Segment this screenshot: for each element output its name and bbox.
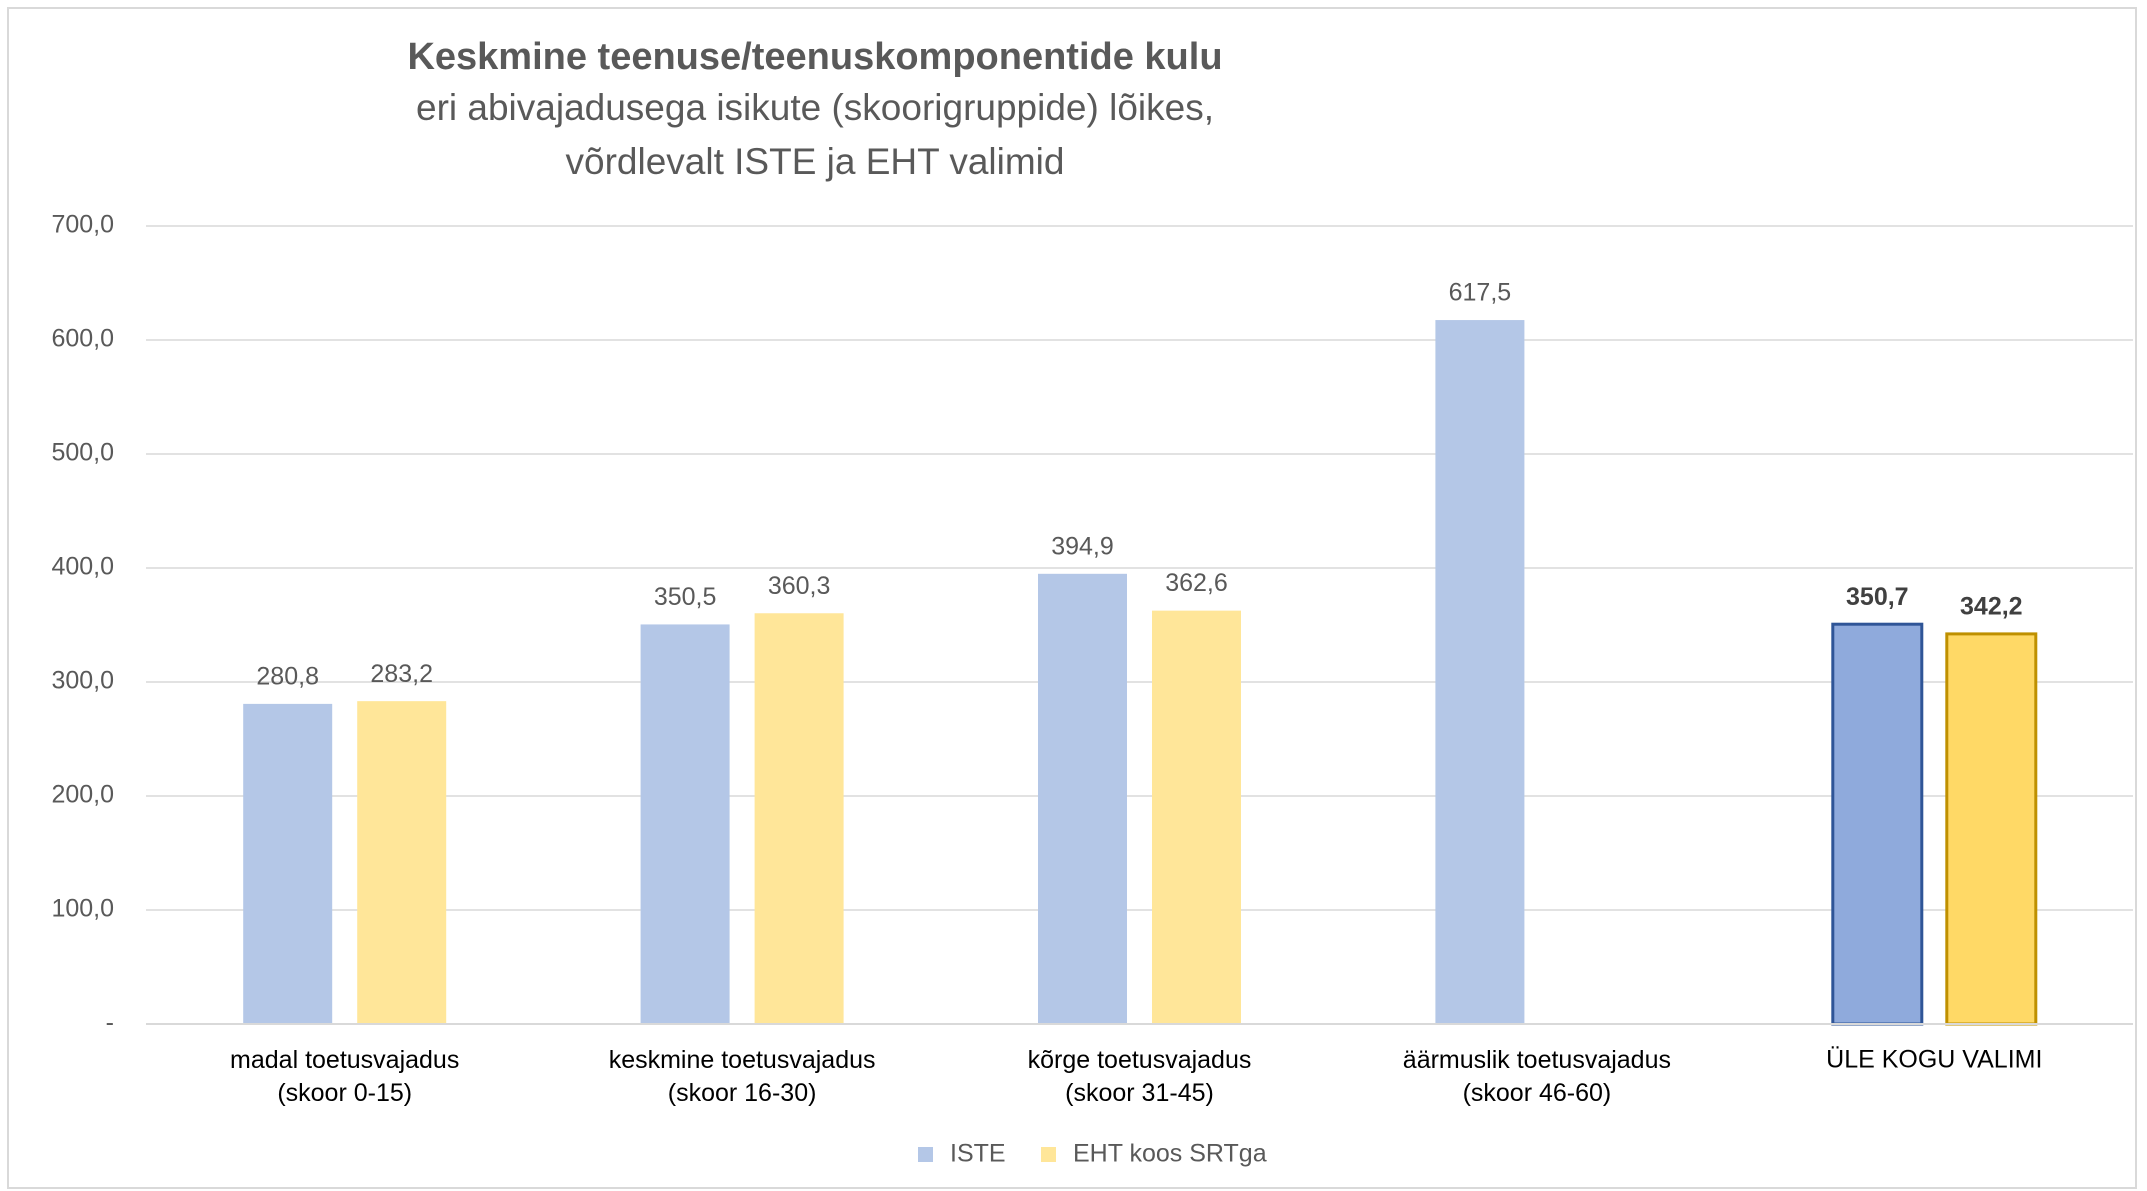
bar <box>1152 610 1241 1024</box>
bar <box>243 703 333 1024</box>
y-tick-label: 600,0 <box>51 325 114 353</box>
y-tick-label: 400,0 <box>51 553 114 581</box>
legend-label: ISTE <box>950 1140 1006 1168</box>
y-tick-label: 100,0 <box>51 895 114 923</box>
value-label: 617,5 <box>1449 279 1512 307</box>
legend-swatch <box>1041 1147 1056 1162</box>
bar <box>1435 320 1525 1024</box>
x-tick-label: kõrge toetusvajadus (skoor 31-45) <box>1028 1046 1252 1107</box>
y-tick-label: 500,0 <box>51 439 114 467</box>
x-tick-label: ÜLE KOGU VALIMI <box>1826 1046 2042 1074</box>
value-label: 280,8 <box>256 662 319 690</box>
bar <box>357 701 447 1024</box>
bar <box>1945 632 2038 1026</box>
bar <box>1038 573 1127 1024</box>
value-label: 360,3 <box>768 572 831 600</box>
y-tick-label: - <box>106 1009 114 1037</box>
bar <box>1831 622 1924 1026</box>
x-tick-label: äärmuslik toetusvajadus (skoor 46-60) <box>1403 1046 1671 1107</box>
x-tick-label: keskmine toetusvajadus (skoor 16-30) <box>609 1046 876 1107</box>
value-label: 283,2 <box>370 660 433 688</box>
chart-subtitle: eri abivajadusega isikute (skoorigruppid… <box>416 87 1214 182</box>
y-tick-label: 300,0 <box>51 667 114 695</box>
legend-swatch <box>918 1147 933 1162</box>
value-label: 350,5 <box>654 583 717 611</box>
chart-title: Keskmine teenuse/teenuskomponentide kulu <box>407 36 1222 78</box>
value-label: 362,6 <box>1165 569 1228 597</box>
value-label: 342,2 <box>1960 593 2023 621</box>
legend-label: EHT koos SRTga <box>1073 1140 1267 1168</box>
bar <box>640 624 730 1024</box>
value-label: 394,9 <box>1051 532 1114 560</box>
x-tick-label: madal toetusvajadus (skoor 0-15) <box>230 1046 459 1107</box>
y-tick-label: 700,0 <box>51 211 114 239</box>
y-tick-label: 200,0 <box>51 781 114 809</box>
bar <box>754 613 844 1024</box>
value-label: 350,7 <box>1846 583 1909 611</box>
